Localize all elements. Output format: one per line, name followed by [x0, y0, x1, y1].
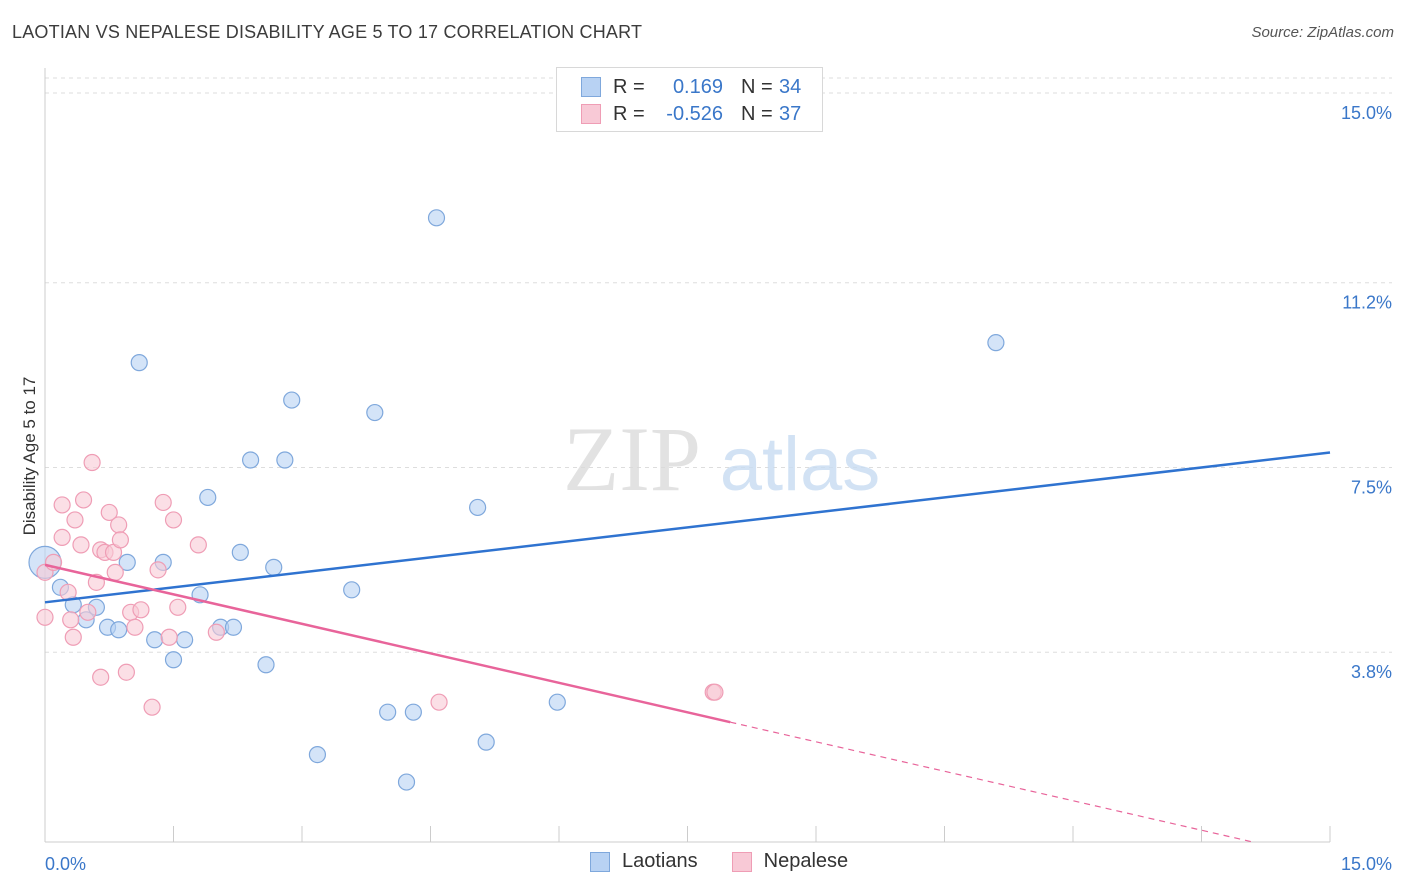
- nepalese-point: [74, 491, 93, 509]
- laotian-point: [477, 733, 495, 751]
- legend-item-nepalese[interactable]: Nepalese: [731, 850, 849, 873]
- nepalese-point: [92, 668, 110, 686]
- trend-layer: [44, 451, 1331, 843]
- nepalese-point: [83, 453, 101, 472]
- laotian-point: [118, 553, 136, 571]
- legend-row-nepalese: R = -0.526 N = 37: [581, 101, 801, 127]
- laotian-trend-line: [44, 451, 1331, 604]
- laotian-point: [987, 334, 1005, 352]
- laotian-point: [224, 618, 243, 636]
- series-legend: Laotians Nepalese: [590, 850, 882, 873]
- axis-layer: [44, 68, 1331, 843]
- laotian-point: [130, 354, 148, 372]
- grid-layer: [45, 77, 1392, 653]
- nepalese-point: [79, 603, 97, 621]
- nepalese-point: [66, 511, 84, 529]
- nepalese-point: [62, 611, 80, 629]
- y-tick-label: 15.0%: [1341, 103, 1392, 123]
- nepalese-point: [189, 536, 207, 554]
- nepalese-point: [111, 531, 129, 549]
- n-value: 34: [779, 75, 802, 98]
- laotians-swatch: [590, 851, 610, 872]
- nepalese-point: [154, 493, 172, 512]
- n-label: N =: [741, 75, 773, 98]
- r-value: -0.526: [666, 102, 723, 125]
- y-tick-label: 3.8%: [1351, 662, 1392, 682]
- nepalese-point: [207, 623, 225, 641]
- laotian-point: [199, 488, 217, 507]
- legend-label: Laotians: [622, 850, 698, 872]
- nepalese-point: [169, 598, 187, 616]
- nepalese-trend-extension: [730, 721, 1254, 843]
- laotian-point: [308, 746, 327, 764]
- n-value: 37: [779, 102, 802, 125]
- r-label: R =: [613, 75, 645, 98]
- nepalese-point: [72, 536, 90, 554]
- laotian-point: [276, 451, 294, 469]
- nepalese-point: [117, 663, 135, 681]
- nepalese-point: [36, 608, 54, 626]
- nepalese-swatch: [581, 104, 601, 124]
- laotian-point: [231, 543, 249, 561]
- laotian-point: [469, 498, 487, 517]
- nepalese-point: [100, 503, 118, 522]
- nepalese-trend-line: [44, 563, 731, 724]
- points-layer: [28, 209, 1005, 791]
- legend-row-laotians: R = 0.169 N = 34: [581, 74, 801, 100]
- laotian-point: [379, 703, 397, 721]
- nepalese-point: [149, 561, 167, 579]
- nepalese-point: [143, 698, 161, 716]
- y-axis-label: Disability Age 5 to 17: [20, 376, 39, 536]
- laotian-point: [427, 209, 446, 227]
- nepalese-swatch: [731, 851, 752, 872]
- correlation-legend: R = 0.169 N = 34 R = -0.526 N = 37: [556, 67, 823, 132]
- nepalese-point: [430, 693, 448, 711]
- r-value: 0.169: [672, 75, 723, 98]
- x-tick-label: 15.0%: [1341, 854, 1392, 874]
- legend-label: Nepalese: [763, 850, 849, 872]
- source-label: Source: ZipAtlas.com: [1251, 24, 1394, 41]
- y-tick-label: 7.5%: [1351, 477, 1392, 497]
- watermark-atlas: atlas: [720, 422, 881, 507]
- nepalese-point: [53, 528, 71, 546]
- y-tick-label: 11.2%: [1342, 293, 1392, 313]
- laotian-point: [176, 631, 194, 649]
- watermark-zip: ZIP: [563, 408, 701, 510]
- nepalese-point: [160, 628, 178, 646]
- n-label: N =: [741, 102, 773, 125]
- tick-labels: 3.8% 7.5% 11.2% 15.0% 0.0% 15.0%: [45, 103, 1392, 874]
- x-tick-label: 0.0%: [45, 854, 86, 874]
- laotian-point: [257, 656, 275, 674]
- nepalese-point: [164, 511, 183, 529]
- laotian-point: [265, 558, 283, 576]
- nepalese-point: [110, 516, 128, 534]
- laotian-point: [404, 703, 422, 721]
- nepalese-point: [132, 601, 150, 619]
- laotian-point: [548, 693, 566, 711]
- laotian-point: [242, 451, 260, 469]
- legend-item-laotians[interactable]: Laotians: [590, 850, 698, 873]
- laotian-point: [397, 773, 416, 791]
- nepalese-point: [106, 563, 124, 581]
- laotian-point: [283, 391, 301, 409]
- laotian-point: [366, 403, 384, 422]
- laotian-point: [110, 621, 128, 639]
- nepalese-point: [64, 628, 82, 646]
- chart-title: LAOTIAN VS NEPALESE DISABILITY AGE 5 TO …: [12, 22, 643, 42]
- laotian-point: [343, 581, 361, 599]
- laotians-swatch: [581, 77, 601, 97]
- r-label: R =: [613, 102, 645, 125]
- laotian-point: [146, 631, 164, 649]
- nepalese-point: [53, 496, 71, 514]
- nepalese-point: [126, 618, 144, 636]
- nepalese-point: [706, 683, 724, 701]
- laotian-point: [164, 651, 183, 669]
